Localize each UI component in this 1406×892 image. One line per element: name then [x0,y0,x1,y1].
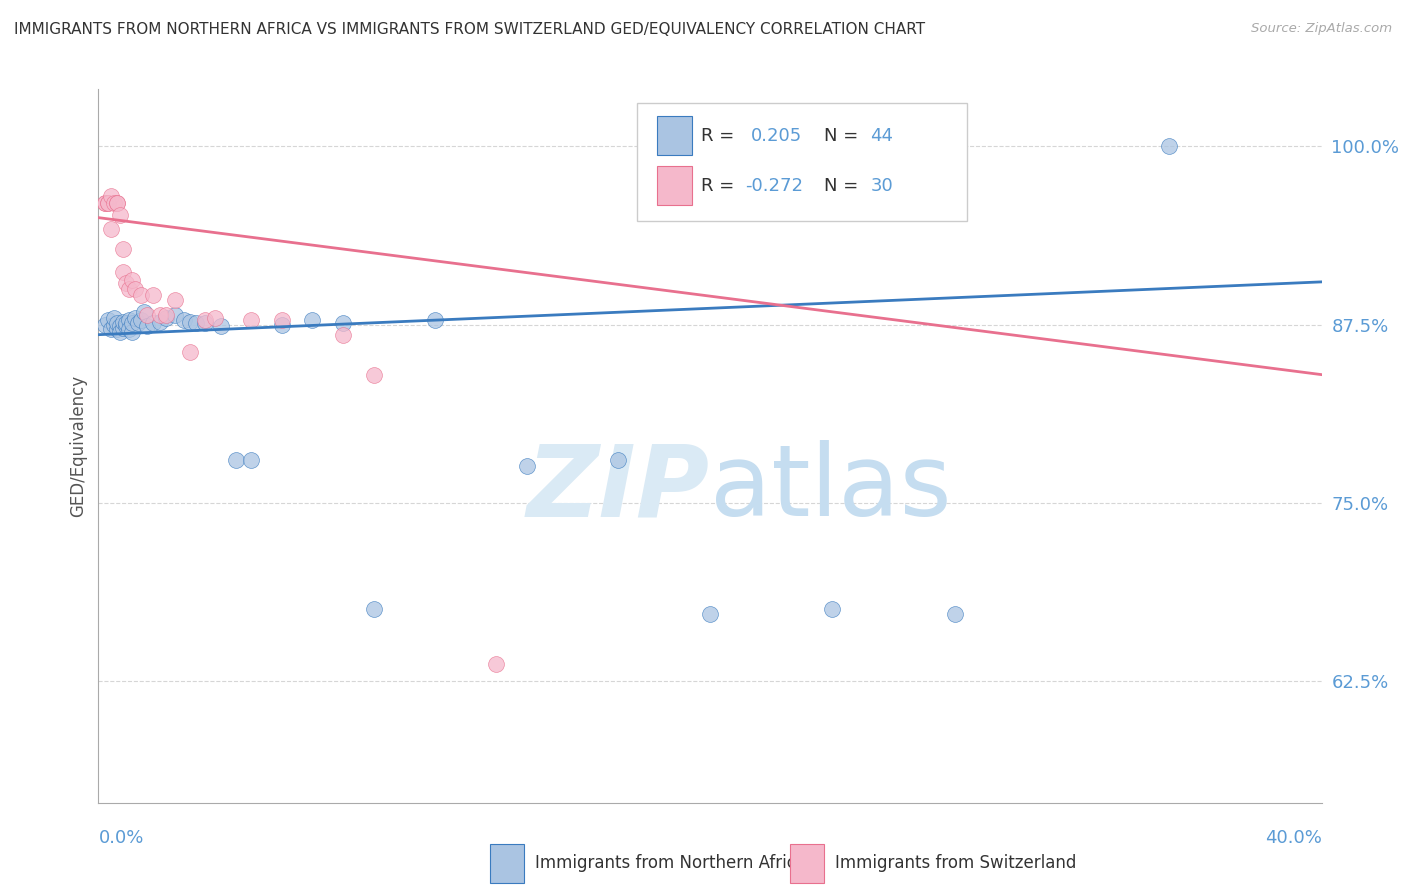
FancyBboxPatch shape [790,844,824,883]
Point [179,344,201,359]
Point [105,322,128,336]
Text: ZIP: ZIP [527,441,710,537]
Point [142,287,165,301]
FancyBboxPatch shape [489,844,524,883]
Point [142,316,165,330]
Point [240,453,263,467]
Point [105,316,128,330]
Text: Source: ZipAtlas.com: Source: ZipAtlas.com [1251,22,1392,36]
Point [111,265,134,279]
Text: 40.0%: 40.0% [1265,830,1322,847]
Point [108,325,131,339]
Text: N =: N = [824,177,863,194]
Text: -0.272: -0.272 [745,177,803,194]
Point [103,310,125,325]
Point [163,293,186,308]
Point [821,601,844,615]
Point [115,277,138,291]
FancyBboxPatch shape [637,103,967,221]
Point [97,313,120,327]
Point [270,313,292,327]
Point [332,327,354,342]
Point [103,196,125,211]
Point [173,313,195,327]
Point [108,208,131,222]
Point [93,318,115,332]
FancyBboxPatch shape [658,116,692,155]
Point [363,601,385,615]
Point [155,308,177,322]
Text: 44: 44 [870,127,893,145]
Point [194,316,217,330]
Point [100,189,122,203]
Point [124,282,146,296]
Point [332,316,354,330]
Point [121,316,143,330]
Point [115,319,138,334]
Point [118,282,141,296]
Point [1157,139,1180,153]
Point [93,196,115,211]
Point [136,319,159,334]
Point [129,287,152,301]
Point [124,310,146,325]
Text: R =: R = [702,127,741,145]
Point [100,322,122,336]
Point [607,453,630,467]
Point [943,607,966,622]
FancyBboxPatch shape [658,166,692,205]
Point [225,453,247,467]
Text: 30: 30 [870,177,893,194]
Point [485,657,508,672]
Point [129,313,152,327]
Point [149,315,172,329]
Point [121,325,143,339]
Point [204,310,226,325]
Point [103,318,125,332]
Point [100,222,122,236]
Point [127,316,149,330]
Point [118,313,141,327]
Point [111,320,134,334]
Point [134,305,156,319]
Point [93,196,115,211]
Text: IMMIGRANTS FROM NORTHERN AFRICA VS IMMIGRANTS FROM SWITZERLAND GED/EQUIVALENCY C: IMMIGRANTS FROM NORTHERN AFRICA VS IMMIG… [14,22,925,37]
Point [163,308,186,322]
Point [194,313,217,327]
Point [118,322,141,336]
Text: N =: N = [824,127,863,145]
Point [115,316,138,330]
Point [111,315,134,329]
Point [136,308,159,322]
Point [186,316,208,330]
Text: atlas: atlas [710,441,952,537]
Point [105,196,128,211]
Point [111,242,134,256]
Point [97,196,120,211]
Point [155,310,177,325]
Point [149,308,172,322]
Point [209,319,232,334]
Point [699,607,721,622]
Point [363,368,385,382]
Text: 0.0%: 0.0% [98,830,143,847]
Point [240,313,263,327]
Point [108,319,131,334]
Text: Immigrants from Northern Africa: Immigrants from Northern Africa [536,855,806,872]
Point [516,458,538,473]
Text: R =: R = [702,177,741,194]
Point [121,273,143,287]
Point [97,196,120,211]
Point [179,315,201,329]
Point [105,196,128,211]
Point [270,318,292,332]
Point [301,313,323,327]
Y-axis label: GED/Equivalency: GED/Equivalency [69,375,87,517]
Text: Immigrants from Switzerland: Immigrants from Switzerland [835,855,1076,872]
Point [423,313,446,327]
Text: 0.205: 0.205 [751,127,801,145]
